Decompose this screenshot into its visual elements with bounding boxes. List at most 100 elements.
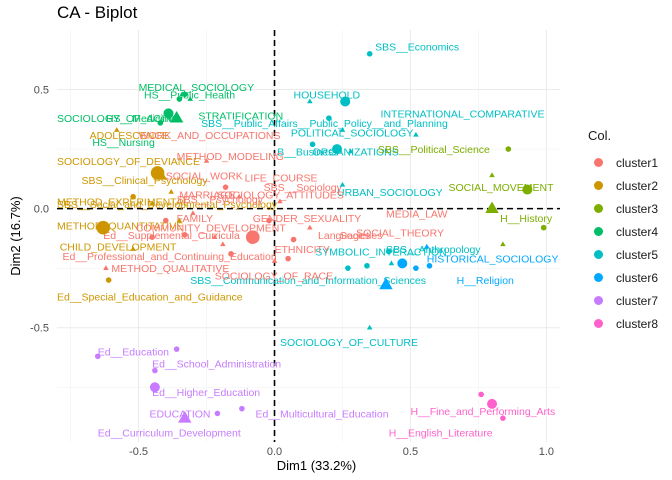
point-label: HS__Nursing (92, 137, 155, 149)
point-label: Ed__Education (98, 347, 169, 359)
data-point-circle (96, 220, 111, 235)
data-point-triangle (187, 96, 193, 101)
data-point-triangle (271, 258, 278, 263)
legend-item: cluster2 (588, 174, 658, 197)
point-label: MEDIA_LAW (386, 208, 448, 220)
legend-swatch (594, 180, 603, 190)
point-label: INTERNATIONAL_COMPARATIVE (381, 108, 545, 120)
data-point-triangle (424, 243, 430, 249)
point-label: Ed__School_Administration (152, 358, 281, 370)
legend-label: cluster1 (616, 155, 659, 170)
data-point-triangle (176, 217, 183, 223)
data-point-circle (228, 251, 234, 257)
point-label: MEDICAL_SOCIOLOGY (139, 82, 255, 94)
data-point-circle (181, 91, 188, 98)
point-label: SYMBOLIC_INTERACTION (315, 246, 446, 258)
data-point-triangle (366, 324, 373, 330)
data-point-circle (397, 258, 408, 269)
point-label: WORK_AND_OCCUPATIONS (139, 130, 281, 142)
data-point-circle (130, 193, 136, 200)
data-point-triangle (178, 411, 192, 423)
point-label: SOCIOLOGY_ATTITUDES (217, 189, 343, 201)
data-point-circle (163, 108, 174, 119)
chart-title: CA - Biplot (57, 3, 138, 22)
data-point-circle (266, 217, 272, 224)
data-point-triangle (388, 260, 395, 266)
data-point-triangle (130, 246, 136, 251)
x-tick-label: 0.5 (403, 446, 418, 458)
data-point-triangle (220, 241, 226, 247)
legend-swatch (594, 295, 603, 305)
point-label: SBS__Economics (375, 42, 459, 54)
point-label: METHOD_QUALITATIVE (111, 263, 229, 275)
y-tick-label: 0.0 (34, 204, 49, 216)
point-label: SOCIAL_THEORY (356, 227, 444, 239)
data-point-triangle (307, 224, 313, 230)
legend-item: cluster1 (588, 151, 658, 174)
legend-label: cluster4 (616, 224, 659, 239)
point-label: Ed__Professional_and_Continuing_Educatio… (62, 251, 276, 263)
legend-swatch (594, 157, 603, 167)
point-label: HISTORICAL_SOCIOLOGY (427, 254, 559, 266)
y-axis-label: Dim2 (16.7%) (8, 196, 23, 275)
data-point-circle (222, 184, 229, 190)
legend-label: cluster3 (616, 201, 659, 216)
legend-key (588, 270, 610, 286)
legend-item: cluster4 (588, 220, 658, 243)
data-point-triangle (153, 168, 168, 180)
legend-title: Col. (588, 128, 612, 143)
point-label: SOCIOLOGY_OF_RACE (215, 270, 333, 282)
legend-key (588, 316, 610, 332)
data-point-circle (157, 120, 164, 126)
point-label: METHOD_MODELING (177, 151, 284, 163)
legend-item: cluster5 (588, 243, 658, 266)
data-point-circle (94, 353, 101, 360)
data-point-circle (478, 391, 484, 398)
point-label: SBS__Anthropology (386, 244, 481, 256)
data-point-circle (152, 367, 158, 374)
point-label: LIFE_COURSE (245, 173, 318, 185)
data-point-triangle (500, 241, 506, 247)
point-label: ADOLESCENCE (90, 130, 169, 142)
data-point-circle (149, 382, 160, 393)
point-label: URBAN_SOCIOLOGY (337, 187, 443, 199)
legend-item: cluster6 (588, 266, 658, 289)
point-label: SOCIOLOGY_OF_DEVIANCE (57, 156, 200, 168)
data-point-circle (332, 144, 343, 155)
point-label: SBS__Political_Science (378, 144, 490, 156)
data-point-circle (176, 96, 183, 102)
point-label: SBS__Public_Affairs__Public_Policy__and_… (201, 118, 448, 130)
point-label: HS__Medicine (106, 113, 174, 125)
point-label: SBS__Sociology (264, 182, 343, 194)
data-point-circle (326, 115, 332, 121)
point-label: FAMILY (177, 213, 214, 225)
x-axis-label: Dim1 (33.2%) (277, 458, 356, 473)
data-point-circle (500, 415, 506, 421)
x-tick-label: 0.0 (267, 446, 282, 458)
point-label: Ed__Supplemental_Curricula (103, 230, 240, 242)
y-tick-label: 0.5 (34, 85, 49, 97)
data-point-triangle (203, 158, 210, 163)
point-label: H__Fine_and_Performing_Arts (410, 406, 555, 418)
data-point-circle (290, 236, 297, 243)
point-label: HS__Public_Health (144, 89, 235, 101)
x-tick-label: 1.0 (539, 446, 554, 458)
data-point-triangle (379, 277, 393, 290)
data-point-triangle (169, 110, 184, 123)
point-label: POLITICAL_SOCIOLOGY (291, 127, 414, 139)
legend-key (588, 247, 610, 263)
data-point-triangle (339, 181, 346, 187)
point-label: SOCIOLOGY_OF_AGING (57, 113, 180, 125)
data-point-circle (426, 262, 433, 269)
point-label: SBS__Communication_and_Information_Scien… (190, 275, 426, 287)
point-label: SOCIAL_MOVEMENT (449, 182, 555, 194)
point-label: SOCIAL_WORK (166, 170, 243, 182)
legend: Col. cluster1 cluster2 cluster3 cluster4 clu… (588, 128, 658, 335)
point-label: H__English_Literature (389, 427, 493, 439)
data-point-circle (245, 230, 260, 244)
point-label: Languages (318, 230, 370, 242)
legend-key (588, 224, 610, 240)
legend-item: cluster7 (588, 289, 658, 312)
data-point-triangle (307, 98, 313, 104)
